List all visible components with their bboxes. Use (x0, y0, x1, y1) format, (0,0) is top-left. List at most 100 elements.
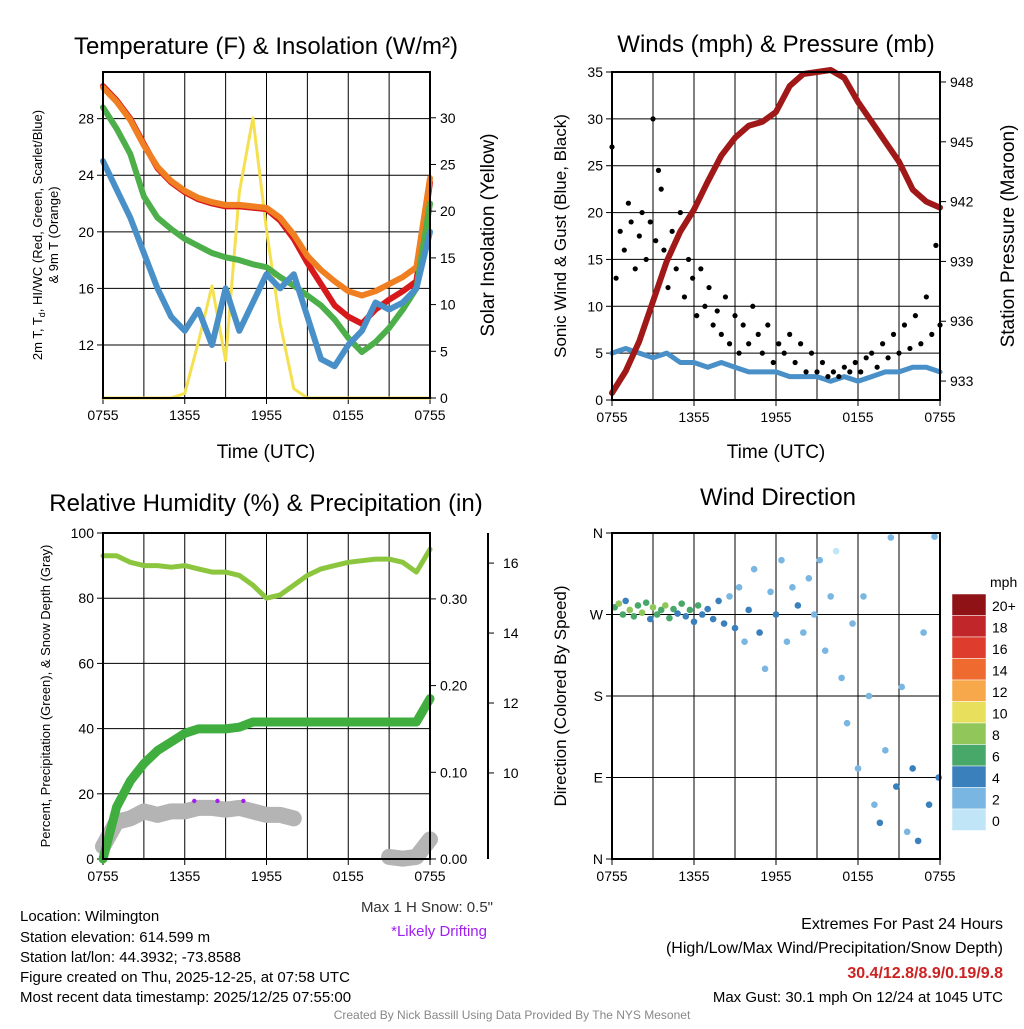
gust-point (907, 345, 913, 352)
y-tick-label: 35 (587, 64, 603, 80)
gust-point (621, 247, 627, 253)
plot-frame (611, 532, 941, 860)
wind-direction-point (682, 613, 690, 620)
y2-tick-label: 939 (950, 253, 974, 269)
gust-point (740, 322, 746, 328)
gust-point (647, 219, 653, 225)
wind-x-label: Time (UTC) (727, 442, 826, 463)
y2-tick-label: 936 (950, 313, 974, 329)
y-tick-label: 10 (587, 298, 603, 314)
wind-direction-point (735, 584, 743, 591)
legend-swatch (951, 636, 987, 659)
gust-point (923, 294, 929, 300)
gust-point (702, 303, 708, 309)
relative-humidity-line (100, 546, 433, 601)
x-tick-label: 0755 (924, 409, 955, 425)
wind-direction-point (704, 605, 711, 613)
wind-direction-point (767, 588, 774, 596)
wind-direction-point (876, 819, 884, 827)
gust-point (819, 359, 826, 366)
gust-point (787, 331, 793, 337)
gust-point (706, 284, 712, 291)
gust-point (874, 364, 880, 370)
snow-depth-line (95, 799, 438, 867)
gust-point (710, 322, 716, 328)
gust-point (933, 242, 939, 248)
series-green-line (100, 104, 433, 355)
y2-tick-label: 942 (950, 194, 974, 210)
extremes-values: 30.4/12.8/8.9/0.19/9.8 (847, 965, 1003, 982)
wind-direction-point (630, 613, 638, 620)
gust-point (690, 275, 696, 281)
y-tick-label: E (594, 770, 603, 786)
wind-direction-point (816, 556, 824, 564)
legend-swatch (951, 787, 987, 810)
x-tick-label: 1955 (760, 868, 791, 884)
gust-point (650, 116, 656, 122)
wind-direction-point (731, 624, 739, 632)
x-tick-label: 1955 (251, 407, 282, 423)
x-tick-label: 0755 (414, 868, 445, 884)
plot-area-2: 0 20 40 60 80 100 0755 1355 1955 0155 0755 (71, 525, 446, 884)
legend-label: 14 (992, 663, 1008, 679)
x-tick-label: 1955 (760, 409, 791, 425)
gust-point (669, 228, 675, 234)
wind-direction-point (694, 602, 702, 609)
gust-point (880, 341, 886, 347)
likely-drifting-marker (215, 798, 220, 804)
legend-label: 4 (992, 770, 1000, 786)
legend-swatch (951, 722, 987, 745)
likely-drifting-marker (192, 798, 197, 804)
y-tick-label: 0 (86, 851, 94, 867)
gust-point (613, 275, 619, 281)
wind-direction-point (638, 609, 646, 616)
legend-title: mph (990, 574, 1017, 590)
y2-tick-label: 15 (440, 250, 456, 266)
y-tick-label: 40 (78, 721, 94, 737)
legend-swatch (951, 744, 987, 767)
wind-y-label: Sonic Wind & Gust (Blue, Black) (551, 114, 570, 358)
wind-direction-point (666, 614, 673, 622)
wdir-chart-title: Wind Direction (700, 484, 856, 511)
rh-chart-title: Relative Humidity (%) & Precipitation (i… (49, 490, 482, 517)
y-tick-label: 20 (78, 786, 94, 802)
wind-direction-point (778, 556, 785, 564)
wind-direction-point (646, 615, 654, 623)
wind-direction-point (810, 611, 818, 618)
plot-area-0: 12 16 20 24 28 0755 1355 1955 0155 0755 (78, 72, 446, 423)
gust-point (736, 350, 742, 356)
wind-direction-point (698, 611, 706, 618)
gust-point (858, 369, 864, 375)
gust-point (628, 219, 634, 225)
gust-point (841, 364, 847, 370)
wind-direction-point (882, 747, 889, 754)
wind-direction-point (686, 606, 694, 614)
wind-direction-point (914, 837, 922, 845)
y-tick-label: 80 (78, 590, 94, 606)
gust-point (814, 369, 820, 375)
wind-direction-point (887, 534, 895, 541)
y-tick-label: 20 (78, 224, 94, 240)
y-tick-label: 25 (587, 158, 603, 174)
temp-chart-title: Temperature (F) & Insolation (W/m²) (74, 33, 458, 60)
gust-point (625, 200, 632, 206)
y2-tick-label: 945 (950, 134, 974, 150)
wind-direction-point (821, 647, 829, 655)
wind-direction-point (750, 565, 758, 573)
wind-direction-point (800, 629, 807, 636)
legend-label: 10 (992, 706, 1008, 722)
wind-direction-point (871, 801, 878, 808)
wind-direction-point (827, 593, 834, 600)
y-tick-label: 28 (78, 111, 94, 127)
max-snow-text: Max 1 H Snow: 0.5" (361, 899, 493, 916)
wind-direction-point (860, 593, 867, 600)
wind-direction-point (622, 597, 629, 605)
x-tick-label: 0755 (87, 868, 118, 884)
wind-direction-point (925, 801, 933, 808)
legend-swatch (951, 593, 987, 616)
credit-text: Created By Nick Bassill Using Data Provi… (334, 1008, 691, 1022)
wind-direction-point (892, 783, 900, 790)
y-tick-label: 15 (587, 251, 603, 267)
